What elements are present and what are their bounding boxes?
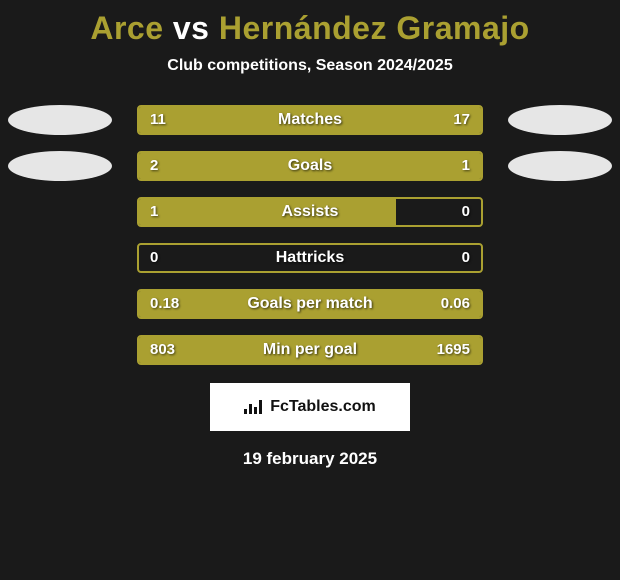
team-badge-right bbox=[508, 151, 612, 181]
value-left: 1 bbox=[150, 197, 158, 227]
bar-track bbox=[137, 289, 483, 319]
bars-icon bbox=[244, 400, 264, 414]
page-title: Arce vs Hernández Gramajo bbox=[0, 6, 620, 57]
value-right: 0.06 bbox=[441, 289, 470, 319]
value-left: 803 bbox=[150, 335, 175, 365]
attribution-text: FcTables.com bbox=[270, 398, 376, 416]
comparison-rows: Matches1117Goals21Assists10Hattricks00Go… bbox=[0, 105, 620, 365]
value-left: 0 bbox=[150, 243, 158, 273]
value-right: 0 bbox=[462, 197, 470, 227]
comparison-row: Min per goal8031695 bbox=[0, 335, 620, 365]
comparison-row: Hattricks00 bbox=[0, 243, 620, 273]
value-left: 2 bbox=[150, 151, 158, 181]
player2-name: Hernández Gramajo bbox=[219, 10, 530, 46]
player1-name: Arce bbox=[90, 10, 163, 46]
subtitle: Club competitions, Season 2024/2025 bbox=[0, 57, 620, 105]
date-label: 19 february 2025 bbox=[0, 449, 620, 469]
bar-track bbox=[137, 335, 483, 365]
attribution-badge: FcTables.com bbox=[210, 383, 410, 431]
value-right: 0 bbox=[462, 243, 470, 273]
bar-fill-right bbox=[272, 107, 481, 133]
bar-track bbox=[137, 243, 483, 273]
team-badge-right bbox=[508, 105, 612, 135]
team-badge-left bbox=[8, 151, 112, 181]
comparison-row: Matches1117 bbox=[0, 105, 620, 135]
value-right: 17 bbox=[453, 105, 470, 135]
value-left: 11 bbox=[150, 105, 166, 135]
bar-track bbox=[137, 151, 483, 181]
comparison-row: Goals21 bbox=[0, 151, 620, 181]
title-vs: vs bbox=[163, 10, 218, 46]
bar-track bbox=[137, 105, 483, 135]
team-badge-left bbox=[8, 105, 112, 135]
comparison-row: Assists10 bbox=[0, 197, 620, 227]
value-right: 1 bbox=[462, 151, 470, 181]
comparison-row: Goals per match0.180.06 bbox=[0, 289, 620, 319]
bar-fill-left bbox=[139, 199, 396, 225]
bar-track bbox=[137, 197, 483, 227]
bar-fill-left bbox=[139, 153, 368, 179]
value-left: 0.18 bbox=[150, 289, 179, 319]
value-right: 1695 bbox=[437, 335, 470, 365]
comparison-infographic: Arce vs Hernández Gramajo Club competiti… bbox=[0, 0, 620, 469]
